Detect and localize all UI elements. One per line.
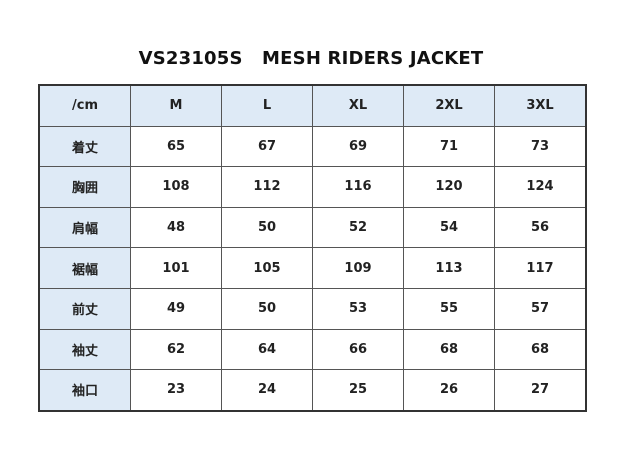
table-cell: 112 — [221, 166, 313, 208]
table-cell: 113 — [403, 247, 495, 289]
column-header: 3XL — [494, 84, 587, 127]
row-label: 袖口 — [38, 369, 131, 412]
column-header: M — [130, 84, 222, 127]
table-cell: 62 — [130, 328, 222, 371]
table-cell: 71 — [403, 125, 495, 168]
table-cell: 26 — [403, 369, 495, 412]
table-cell: 57 — [494, 287, 587, 330]
size-table: /cm M L XL 2XL 3XL 着丈 65 67 69 71 73 胸囲 108 112 116 120 1… — [38, 84, 587, 412]
table-cell: 73 — [494, 125, 587, 168]
row-label: 袖丈 — [38, 328, 131, 371]
table-cell: 49 — [130, 287, 222, 330]
table-cell: 109 — [312, 247, 404, 289]
table-cell: 66 — [312, 328, 404, 371]
table-cell: 23 — [130, 369, 222, 412]
table-row: 袖丈 62 64 66 68 68 — [38, 328, 587, 371]
table-row: 裾幅 101 105 109 113 117 — [38, 247, 587, 289]
row-label: 前丈 — [38, 287, 131, 330]
table-cell: 101 — [130, 247, 222, 289]
table-row: 肩幅 48 50 52 54 56 — [38, 206, 587, 249]
table-cell: 68 — [494, 328, 587, 371]
column-header: 2XL — [403, 84, 495, 127]
table-cell: 55 — [403, 287, 495, 330]
row-label: 胸囲 — [38, 166, 131, 208]
table-cell: 27 — [494, 369, 587, 412]
table-row: 前丈 49 50 53 55 57 — [38, 287, 587, 330]
table-row: 胸囲 108 112 116 120 124 — [38, 166, 587, 208]
table-cell: 64 — [221, 328, 313, 371]
table-cell: 108 — [130, 166, 222, 208]
table-cell: 67 — [221, 125, 313, 168]
page-title: VS23105S MESH RIDERS JACKET — [138, 48, 484, 69]
corner-cell: /cm — [38, 84, 131, 127]
table-cell: 117 — [494, 247, 587, 289]
table-cell: 25 — [312, 369, 404, 412]
table-cell: 124 — [494, 166, 587, 208]
table-cell: 105 — [221, 247, 313, 289]
table-cell: 65 — [130, 125, 222, 168]
table-cell: 56 — [494, 206, 587, 249]
table-cell: 54 — [403, 206, 495, 249]
table-cell: 116 — [312, 166, 404, 208]
table-cell: 53 — [312, 287, 404, 330]
table-cell: 50 — [221, 287, 313, 330]
table-cell: 50 — [221, 206, 313, 249]
table-cell: 48 — [130, 206, 222, 249]
table-cell: 120 — [403, 166, 495, 208]
column-header: XL — [312, 84, 404, 127]
table-row: 袖口 23 24 25 26 27 — [38, 369, 587, 412]
table-cell: 24 — [221, 369, 313, 412]
header-row: /cm M L XL 2XL 3XL — [38, 84, 587, 127]
column-header: L — [221, 84, 313, 127]
table-row: 着丈 65 67 69 71 73 — [38, 125, 587, 168]
row-label: 肩幅 — [38, 206, 131, 249]
table-cell: 52 — [312, 206, 404, 249]
row-label: 裾幅 — [38, 247, 131, 289]
table-cell: 69 — [312, 125, 404, 168]
row-label: 着丈 — [38, 125, 131, 168]
table-cell: 68 — [403, 328, 495, 371]
